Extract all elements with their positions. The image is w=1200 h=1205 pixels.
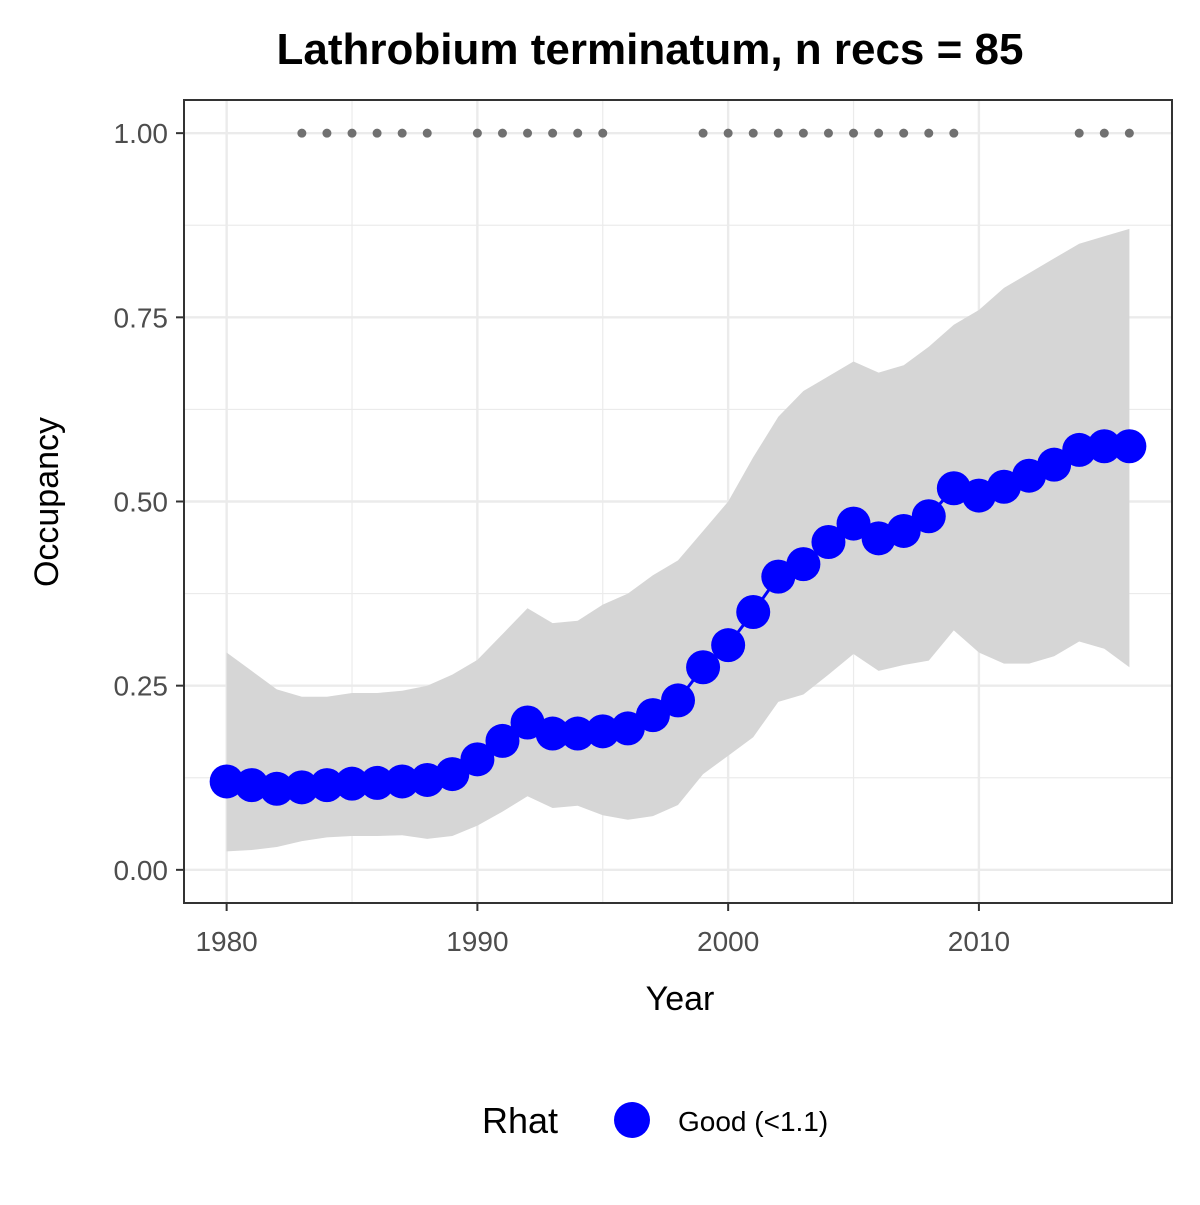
legend-swatch <box>614 1102 650 1138</box>
record-year-marker <box>322 128 332 138</box>
record-year-marker <box>1099 128 1109 138</box>
occupancy-point <box>686 650 721 685</box>
chart-title: Lathrobium terminatum, n recs = 85 <box>277 25 1024 74</box>
record-year-marker <box>548 128 558 138</box>
occupancy-point <box>309 768 344 803</box>
legend-entry-label: Good (<1.1) <box>678 1106 828 1137</box>
record-year-marker <box>347 128 357 138</box>
occupancy-point <box>535 716 570 751</box>
record-year-marker <box>798 128 808 138</box>
occupancy-point <box>661 683 695 718</box>
occupancy-point <box>1087 429 1122 464</box>
occupancy-point <box>786 547 821 582</box>
occupancy-point <box>1037 447 1072 482</box>
y-tick-label: 0.00 <box>114 855 169 886</box>
record-year-marker <box>748 128 758 138</box>
y-axis-title: Occupancy <box>28 417 66 587</box>
record-year-marker <box>823 128 833 138</box>
occupancy-point <box>886 513 921 548</box>
record-year-marker <box>1074 128 1084 138</box>
occupancy-point <box>836 506 871 541</box>
x-axis-title: Year <box>646 980 715 1018</box>
record-year-marker <box>497 128 507 138</box>
occupancy-point <box>259 771 294 806</box>
record-year-marker <box>297 128 307 138</box>
occupancy-point <box>435 757 470 792</box>
occupancy-point <box>335 766 370 801</box>
occupancy-point <box>736 595 771 630</box>
x-tick-label: 1990 <box>446 926 508 957</box>
confidence-ribbon <box>226 228 1130 852</box>
record-year-marker <box>773 128 783 138</box>
y-axis: 0.00 0.25 0.50 0.75 1.00 <box>114 118 184 886</box>
record-year-marker <box>472 128 482 138</box>
occupancy-point <box>761 559 796 594</box>
record-year-marker <box>573 128 583 138</box>
occupancy-point <box>460 742 495 777</box>
occupancy-point <box>1062 432 1097 467</box>
occupancy-point <box>911 499 946 534</box>
legend: Rhat Good (<1.1) <box>482 1100 828 1141</box>
occupancy-point <box>711 628 746 663</box>
occupancy-point <box>560 716 595 751</box>
record-year-marker <box>397 128 407 138</box>
y-tick-label: 0.25 <box>114 671 169 702</box>
occupancy-point <box>635 698 670 733</box>
occupancy-point <box>360 765 395 800</box>
record-year-marker <box>723 128 733 138</box>
record-year-marker <box>372 128 382 138</box>
occupancy-point <box>485 723 520 758</box>
occupancy-point <box>585 714 620 749</box>
record-year-marker <box>849 128 859 138</box>
record-year-marker <box>523 128 533 138</box>
occupancy-point <box>284 770 319 805</box>
x-tick-label: 2000 <box>697 926 759 957</box>
occupancy-point <box>610 711 645 746</box>
record-year-marker <box>874 128 884 138</box>
occupancy-points <box>209 429 1147 806</box>
confidence-band-layer <box>226 228 1130 852</box>
record-year-marker <box>924 128 934 138</box>
x-axis: 1980 1990 2000 2010 <box>195 903 1010 957</box>
y-tick-label: 1.00 <box>114 118 169 149</box>
legend-title: Rhat <box>482 1100 558 1141</box>
occupancy-point <box>234 768 269 803</box>
record-markers <box>297 128 1134 138</box>
record-year-marker <box>899 128 909 138</box>
record-year-marker <box>598 128 608 138</box>
occupancy-point <box>1112 429 1147 464</box>
record-year-marker <box>1124 128 1134 138</box>
occupancy-point <box>209 764 244 799</box>
record-year-marker <box>698 128 708 138</box>
record-year-marker <box>422 128 432 138</box>
y-tick-label: 0.50 <box>114 487 169 518</box>
x-tick-label: 1980 <box>195 926 257 957</box>
occupancy-point <box>385 764 420 799</box>
occupancy-point <box>811 525 846 560</box>
x-tick-label: 2010 <box>948 926 1010 957</box>
record-year-marker <box>949 128 959 138</box>
y-tick-label: 0.75 <box>114 302 169 333</box>
